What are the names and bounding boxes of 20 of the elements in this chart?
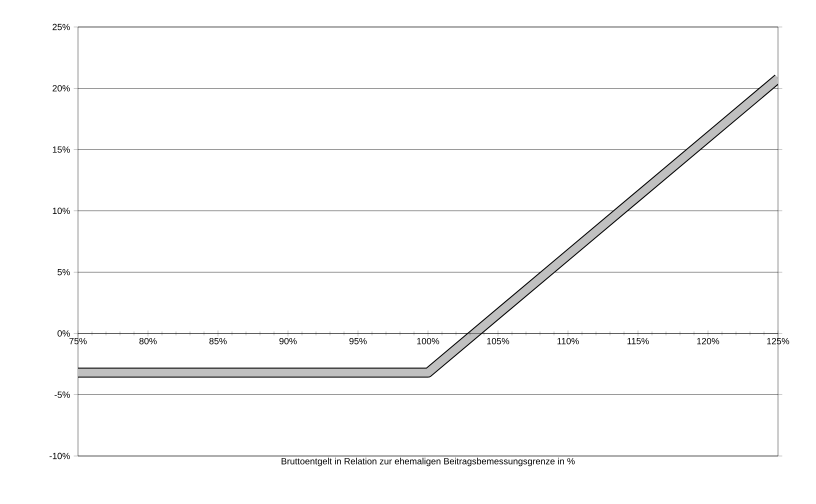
x-tick-label: 105% [487,338,510,344]
x-tick-label: 110% [558,338,579,344]
x-tick-label: 80% [139,338,157,344]
x-tick-label: 85% [209,338,227,344]
y-tick-label: 20% [52,85,70,92]
x-tick-label: 120% [697,338,720,344]
x-tick-label: 90% [279,338,297,344]
y-tick-label: 15% [52,146,70,153]
x-tick-label: 75% [69,338,87,344]
y-tick-label: 0% [58,330,70,337]
y-tick-label: -10% [50,452,70,460]
y-tick-label: 10% [52,208,70,214]
y-tick-label: -5% [54,392,70,398]
y-tick-label: 5% [58,268,70,276]
x-tick-label: 115% [628,338,649,344]
x-tick-label: 125% [767,338,790,344]
x-tick-label: 100% [417,338,440,344]
x-tick-label: 95% [349,338,367,344]
x-axis-title: Bruttoentgelt in Relation zur ehemaligen Beitragsbemessungsgrenze in % [282,458,575,466]
y-tick-label: 25% [52,24,70,30]
